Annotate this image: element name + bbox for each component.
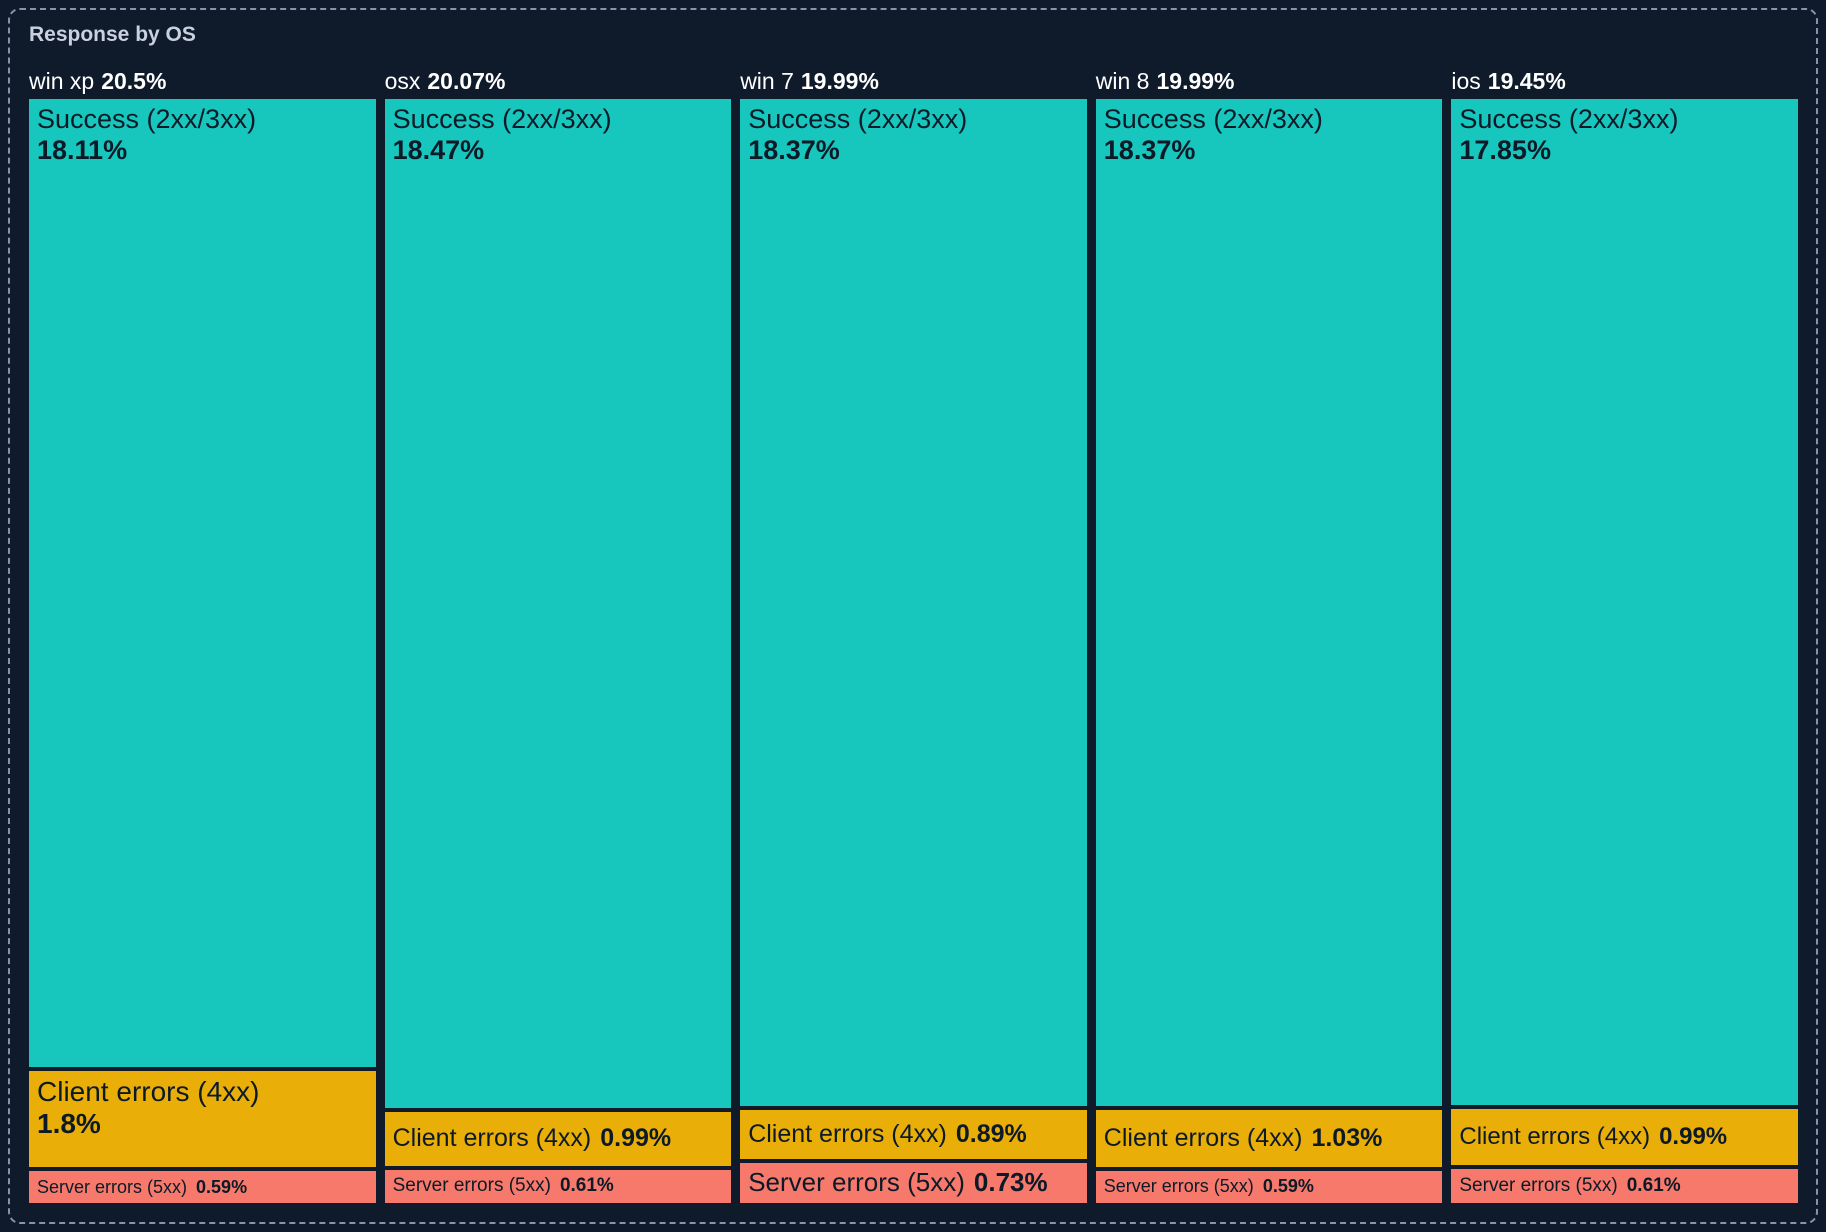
segment-label: Server errors (5xx) 0.73% [748, 1167, 1048, 1198]
segment-success-ios[interactable]: Success (2xx/3xx) 17.85% [1451, 99, 1798, 1105]
segment-label: Client errors (4xx) 1.8% [37, 1076, 260, 1140]
segment-label: Success (2xx/3xx) 18.47% [392, 104, 612, 165]
os-name: osx [384, 68, 421, 94]
segment-success-osx[interactable]: Success (2xx/3xx) 18.47% [384, 99, 732, 1108]
segment-server-errors-win7[interactable]: Server errors (5xx) 0.73% [740, 1162, 1087, 1203]
os-column-osx: osx 20.07% Success (2xx/3xx) 18.47% Clien… [384, 68, 732, 1203]
os-name: win xp [29, 68, 95, 94]
os-total: 19.99% [800, 68, 879, 94]
segment-success-win8[interactable]: Success (2xx/3xx) 18.37% [1095, 99, 1443, 1107]
segment-client-errors-osx[interactable]: Client errors (4xx) 0.99% [384, 1111, 732, 1166]
panel-title: Response by OS [29, 23, 196, 46]
os-header-winxp: win xp 20.5% [29, 68, 376, 95]
os-column-win7: win 7 19.99% Success (2xx/3xx) 18.37% Cli… [740, 68, 1087, 1203]
segment-server-errors-ios[interactable]: Server errors (5xx) 0.61% [1451, 1168, 1798, 1203]
os-header-win7: win 7 19.99% [740, 68, 1087, 95]
segment-label: Server errors (5xx) 0.61% [1459, 1174, 1681, 1196]
os-name: win 7 [740, 68, 794, 94]
os-header-ios: ios 19.45% [1451, 68, 1798, 95]
segment-success-winxp[interactable]: Success (2xx/3xx) 18.11% [29, 99, 376, 1068]
os-column-winxp: win xp 20.5% Success (2xx/3xx) 18.11% Cli… [29, 68, 376, 1203]
os-column-body: Success (2xx/3xx) 18.37% Client errors (… [1095, 99, 1443, 1203]
os-total: 19.45% [1487, 68, 1566, 94]
segment-label: Success (2xx/3xx) 17.85% [1459, 104, 1679, 165]
segment-server-errors-win8[interactable]: Server errors (5xx) 0.59% [1095, 1170, 1443, 1203]
treemap-chart: win xp 20.5% Success (2xx/3xx) 18.11% Cli… [29, 68, 1798, 1203]
segment-label: Client errors (4xx) 0.99% [392, 1124, 672, 1153]
os-column-body: Success (2xx/3xx) 18.37% Client errors (… [740, 99, 1087, 1203]
segment-label: Client errors (4xx) 0.89% [748, 1120, 1027, 1149]
segment-client-errors-winxp[interactable]: Client errors (4xx) 1.8% [29, 1071, 376, 1168]
os-column-ios: ios 19.45% Success (2xx/3xx) 17.85% Clien… [1451, 68, 1798, 1203]
segment-label: Success (2xx/3xx) 18.37% [748, 104, 968, 165]
os-header-osx: osx 20.07% [385, 68, 732, 95]
os-column-body: Success (2xx/3xx) 18.11% Client errors (… [29, 99, 376, 1203]
response-by-os-panel: Response by OS win xp 20.5% Success (2xx/… [8, 8, 1818, 1224]
os-name: win 8 [1095, 68, 1150, 94]
segment-label: Server errors (5xx) 0.59% [37, 1176, 248, 1197]
segment-label: Server errors (5xx) 0.59% [1103, 1176, 1314, 1197]
segment-label: Success (2xx/3xx) 18.11% [37, 104, 257, 165]
segment-label: Client errors (4xx) 1.03% [1103, 1123, 1383, 1152]
os-name: ios [1451, 68, 1481, 94]
os-column-body: Success (2xx/3xx) 18.47% Client errors (… [384, 99, 732, 1203]
segment-client-errors-win8[interactable]: Client errors (4xx) 1.03% [1095, 1110, 1443, 1167]
segment-label: Server errors (5xx) 0.61% [392, 1175, 614, 1197]
os-total: 20.07% [427, 68, 506, 94]
os-total: 20.5% [101, 68, 167, 94]
segment-server-errors-winxp[interactable]: Server errors (5xx) 0.59% [29, 1171, 376, 1203]
os-column-win8: win 8 19.99% Success (2xx/3xx) 18.37% Cli… [1095, 68, 1443, 1203]
os-total: 19.99% [1156, 68, 1235, 94]
segment-label: Client errors (4xx) 0.99% [1459, 1122, 1728, 1150]
segment-success-win7[interactable]: Success (2xx/3xx) 18.37% [740, 99, 1087, 1107]
os-column-body: Success (2xx/3xx) 17.85% Client errors (… [1451, 99, 1798, 1203]
os-header-win8: win 8 19.99% [1096, 68, 1443, 95]
segment-server-errors-osx[interactable]: Server errors (5xx) 0.61% [384, 1169, 732, 1203]
segment-label: Success (2xx/3xx) 18.37% [1103, 104, 1323, 165]
segment-client-errors-ios[interactable]: Client errors (4xx) 0.99% [1451, 1108, 1798, 1165]
segment-client-errors-win7[interactable]: Client errors (4xx) 0.89% [740, 1110, 1087, 1159]
